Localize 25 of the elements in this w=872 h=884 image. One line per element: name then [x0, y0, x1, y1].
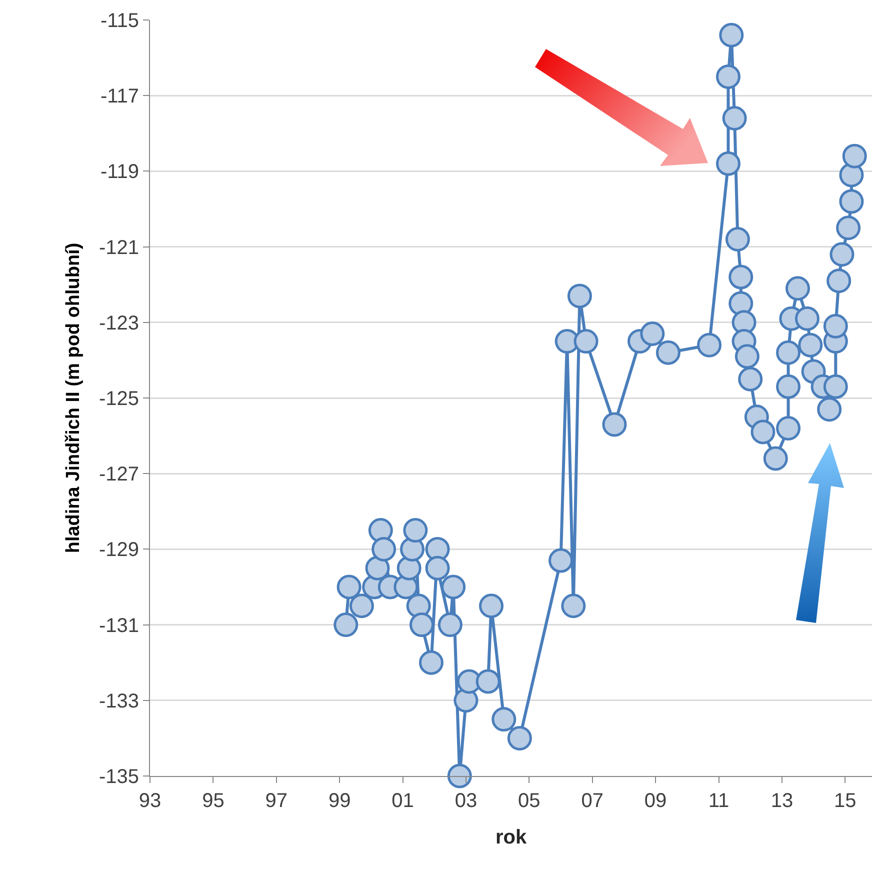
x-tick-label: 97 — [265, 790, 288, 812]
x-tick-label: 11 — [708, 790, 730, 812]
x-tick-label: 95 — [202, 790, 224, 812]
x-tick-label: 01 — [392, 790, 414, 812]
y-tick-label: -131 — [98, 614, 139, 637]
x-tick-label: 99 — [328, 790, 351, 812]
y-tick-label: -121 — [98, 236, 139, 259]
y-tick-label: -127 — [98, 464, 139, 486]
y-tick-label: -133 — [98, 690, 139, 712]
y-tick-label: -123 — [98, 312, 139, 334]
x-tick-label: 05 — [518, 790, 540, 812]
y-tick-label: -115 — [100, 10, 139, 32]
x-axis-title: rok — [495, 826, 528, 848]
x-tick-label: 93 — [138, 790, 162, 812]
y-axis-title: hladina Jindřich II (m pod ohlubní) — [62, 242, 84, 554]
x-tick-label: 07 — [581, 790, 604, 812]
x-tick-label: 09 — [644, 790, 667, 812]
y-tick-label: -135 — [98, 766, 139, 788]
x-tick-label: 13 — [770, 790, 794, 812]
x-tick-label: 15 — [834, 790, 856, 812]
y-tick-label: -125 — [98, 388, 139, 410]
y-tick-label: -129 — [98, 539, 139, 562]
y-tick-label: -117 — [100, 86, 139, 108]
y-tick-label: -119 — [100, 161, 139, 184]
x-tick-label: 03 — [454, 790, 478, 812]
